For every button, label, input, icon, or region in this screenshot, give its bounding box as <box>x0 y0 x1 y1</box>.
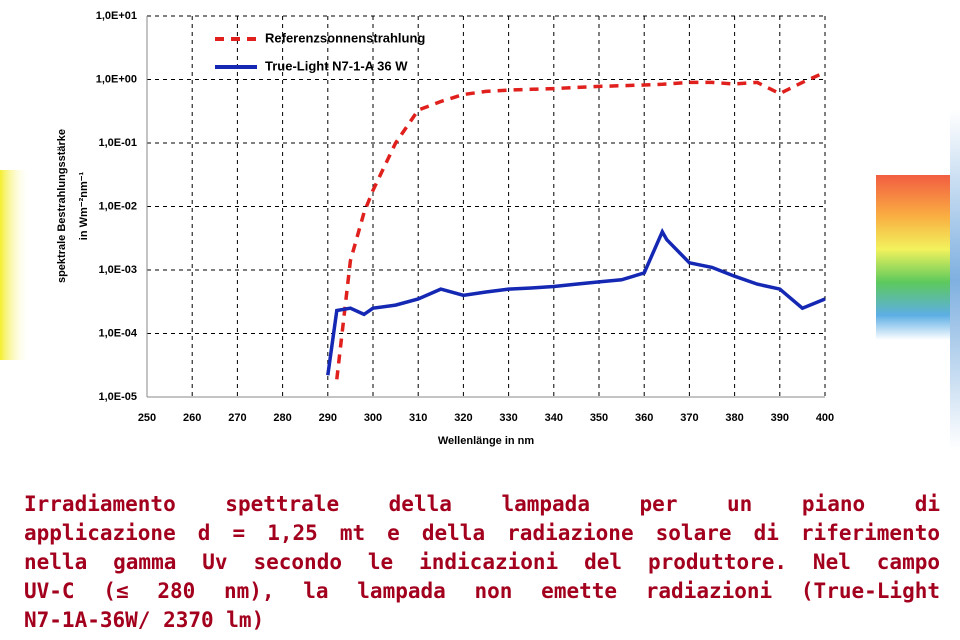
legend-label: Referenzsonnenstrahlung <box>265 30 425 45</box>
x-tick-label: 260 <box>183 412 201 424</box>
caption: Irradiamento spettrale della lampada per… <box>24 490 940 635</box>
x-tick-label: 340 <box>545 412 563 424</box>
x-tick-label: 310 <box>409 412 427 424</box>
series-line <box>335 70 826 380</box>
decoration <box>950 110 960 450</box>
x-tick-label: 380 <box>725 412 743 424</box>
x-tick-label: 280 <box>273 412 291 424</box>
series-line <box>326 227 826 376</box>
y-tick-label: 1,0E-03 <box>98 264 137 276</box>
x-tick-label: 290 <box>319 412 337 424</box>
x-axis-label: Wellenlänge in nm <box>438 435 535 447</box>
x-tick-label: 270 <box>228 412 246 424</box>
decoration <box>876 175 952 340</box>
caption-line: nella gamma Uv secondo le indicazioni de… <box>24 550 940 574</box>
x-tick-label: 400 <box>816 412 834 424</box>
caption-line: N7-1A-36W/ 2370 lm) <box>24 608 265 632</box>
caption-line: applicazione d = 1,25 mt e della radiazi… <box>24 521 940 545</box>
caption-line: UV-C (≤ 280 nm), la lampada non emette r… <box>24 579 940 603</box>
x-tick-label: 360 <box>635 412 653 424</box>
x-tick-label: 370 <box>680 412 698 424</box>
x-tick-label: 320 <box>454 412 472 424</box>
x-tick-label: 350 <box>590 412 608 424</box>
y-tick-label: 1,0E-05 <box>98 391 137 403</box>
x-tick-label: 300 <box>364 412 382 424</box>
y-tick-label: 1,0E-04 <box>98 327 137 339</box>
y-tick-label: 1,0E-02 <box>98 200 137 212</box>
y-tick-label: 1,0E-01 <box>98 137 137 149</box>
chart: spektrale Bestrahlungsstärke in Wm⁻²nm⁻¹… <box>0 10 960 450</box>
decoration <box>0 170 30 360</box>
y-tick-label: 1,0E+01 <box>96 10 137 22</box>
legend-label: True-Light N7-1-A 36 W <box>265 58 408 73</box>
y-axis-label: spektrale Bestrahlungsstärke <box>56 129 68 283</box>
caption-line: Irradiamento spettrale della lampada per… <box>24 492 940 516</box>
x-tick-label: 330 <box>499 412 517 424</box>
y-axis-label: in Wm⁻²nm⁻¹ <box>78 171 90 240</box>
x-tick-label: 250 <box>138 412 156 424</box>
y-tick-label: 1,0E+00 <box>96 73 137 85</box>
x-tick-label: 390 <box>771 412 789 424</box>
